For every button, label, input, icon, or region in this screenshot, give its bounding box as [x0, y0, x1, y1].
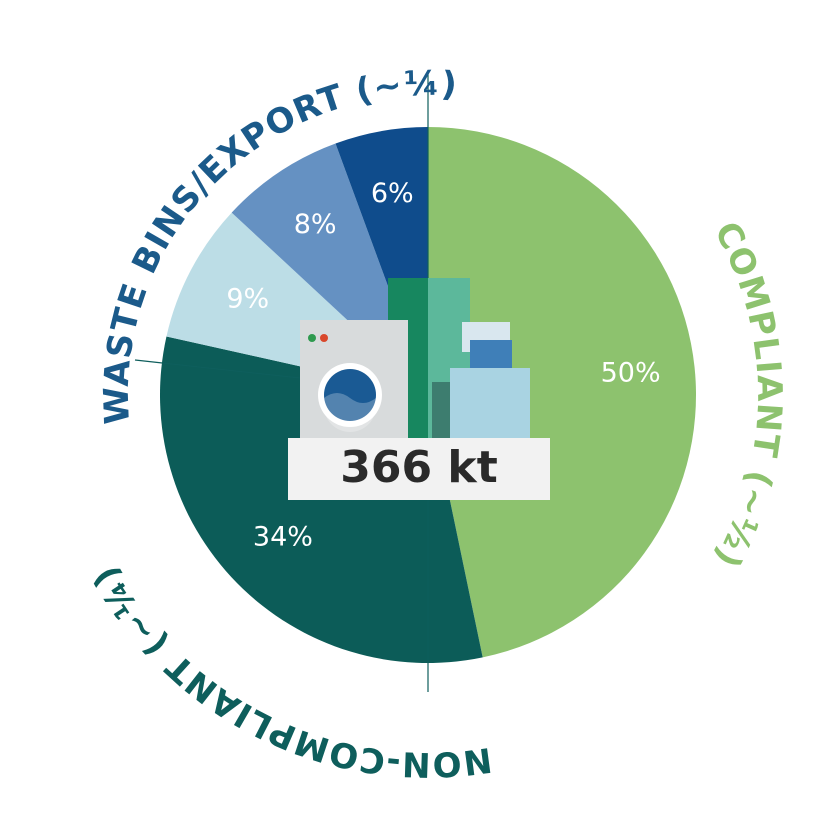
slice-label: 9%	[226, 284, 269, 315]
divider-line	[134, 359, 301, 379]
group-label-text: COMPLIANT (~½)	[706, 215, 788, 575]
slice-label: 8%	[294, 209, 337, 240]
slice-label: 50%	[601, 358, 661, 389]
appliance-illustration	[300, 278, 530, 450]
pie-slice	[428, 127, 697, 658]
slice-label: 34%	[253, 521, 313, 552]
slice-label: 6%	[371, 178, 414, 209]
center-box	[288, 438, 550, 500]
group-label: COMPLIANT (~½)	[706, 215, 789, 575]
center-label: 366 kt	[340, 442, 497, 493]
